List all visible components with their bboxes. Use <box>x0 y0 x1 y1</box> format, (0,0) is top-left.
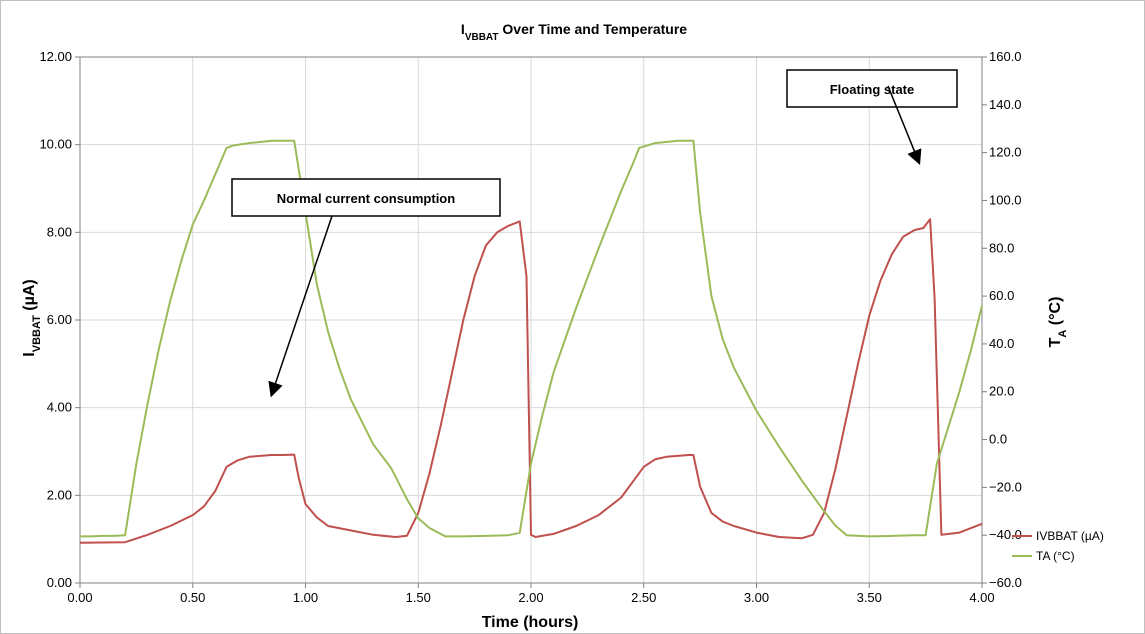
y2-tick-label: 120.0 <box>989 145 1022 160</box>
y-tick-label: 8.00 <box>47 224 72 239</box>
series-lines <box>79 139 983 544</box>
y-tick-label: 2.00 <box>47 487 72 502</box>
x-tick-label: 0.50 <box>180 590 205 605</box>
x-tick-label: 1.50 <box>406 590 431 605</box>
y2-tick-label: 0.0 <box>989 432 1007 447</box>
callout-floating-state: Floating state <box>786 69 958 165</box>
series-line-ta <box>80 139 983 538</box>
x-tick-label: 3.50 <box>857 590 882 605</box>
y-tick-label: 4.00 <box>47 400 72 415</box>
callout-text-normal: Normal current consumption <box>277 191 455 206</box>
x-tick-label: 2.00 <box>518 590 543 605</box>
y2-tick-label: 140.0 <box>989 97 1022 112</box>
y2-axis-ticks: −60.0 −40.0 −20.0 0.0 20.0 40.0 60.0 80.0 100.0 1… <box>982 49 1022 590</box>
y2-tick-label: 20.0 <box>989 384 1014 399</box>
callout-arrow-floating <box>887 85 922 165</box>
legend: IVBBAT (µA) TA (°C) <box>1012 529 1104 563</box>
y-tick-label: 0.00 <box>47 575 72 590</box>
x-tick-label: 4.00 <box>969 590 994 605</box>
y2-tick-label: −40.0 <box>989 527 1022 542</box>
y-tick-label: 6.00 <box>47 312 72 327</box>
y-axis-ticks: 0.00 2.00 4.00 6.00 8.00 10.00 12.00 <box>39 49 80 590</box>
callout-normal-current: Normal current consumption <box>231 178 501 398</box>
x-tick-label: 1.00 <box>293 590 318 605</box>
y-tick-label: 12.00 <box>39 49 72 64</box>
y2-tick-label: 60.0 <box>989 288 1014 303</box>
y2-tick-label: 40.0 <box>989 336 1014 351</box>
callout-text-floating: Floating state <box>830 82 915 97</box>
legend-label-ivbbat: IVBBAT (µA) <box>1036 529 1104 543</box>
y2-tick-label: 160.0 <box>989 49 1022 64</box>
callout-box-floating <box>786 69 958 108</box>
x-tick-label: 3.00 <box>744 590 769 605</box>
x-axis-title: Time (hours) <box>482 614 579 631</box>
y2-tick-label: −20.0 <box>989 479 1022 494</box>
x-axis-ticks: 0.00 0.50 1.00 1.50 2.00 2.50 3.00 3.50 4.00 <box>67 583 995 605</box>
callout-box-normal <box>231 178 501 217</box>
y2-tick-label: −60.0 <box>989 575 1022 590</box>
x-tick-label: 2.50 <box>631 590 656 605</box>
y-axis-title: IVBBAT (µA) <box>21 279 43 356</box>
x-tick-label: 0.00 <box>67 590 92 605</box>
series-line-ivbbat <box>79 218 983 544</box>
y-tick-label: 10.00 <box>39 137 72 152</box>
y2-tick-label: 80.0 <box>989 240 1014 255</box>
chart-title: IVBBAT Over Time and Temperature <box>461 21 687 43</box>
y2-axis-title: TA (°C) <box>1047 297 1069 348</box>
legend-label-ta: TA (°C) <box>1036 549 1075 563</box>
y2-tick-label: 100.0 <box>989 192 1022 207</box>
callout-arrow-normal <box>268 215 333 398</box>
